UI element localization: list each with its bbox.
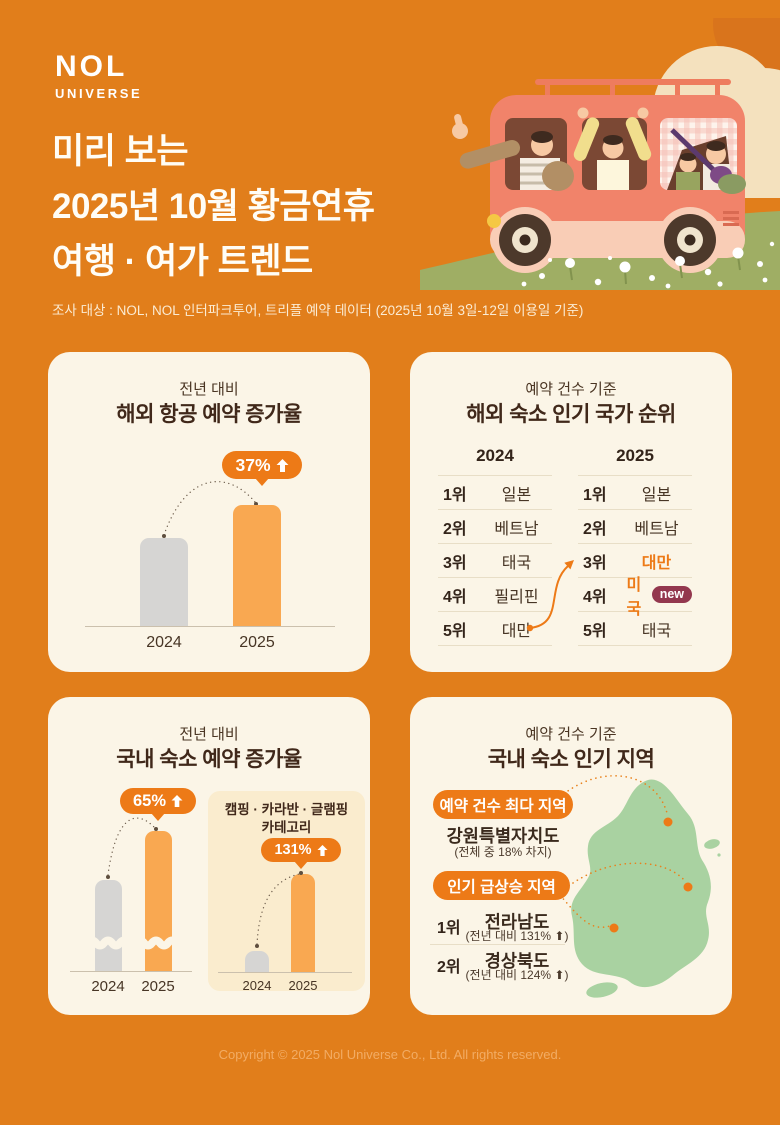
logo-text-universe: UNIVERSE [55, 86, 143, 101]
chart-axis [218, 972, 352, 973]
rank-row: 4위 미국 new [578, 577, 692, 618]
growth-badge: 131% [261, 838, 341, 862]
bar-2024 [95, 880, 122, 971]
bar-2024 [245, 951, 269, 972]
top-region-note: (전체 중 18% 차지) [454, 845, 552, 859]
card-title: 해외 항공 예약 증가율 [116, 403, 302, 426]
rank-row: 5위 태국 [578, 612, 692, 646]
title-line-2: 2025년 10월 황금연휴 [52, 187, 375, 226]
title-line-1: 미리 보는 [52, 132, 189, 171]
chart-axis [85, 626, 335, 627]
card-country-ranking: 예약 건수 기준 해외 숙소 인기 국가 순위 2024 1위 일본 2위 베트… [410, 352, 732, 672]
card-title: 국내 숙소 예약 증가율 [116, 748, 302, 771]
card-eyebrow: 전년 대비 [179, 381, 239, 398]
bar-2024 [140, 538, 188, 626]
rising-note-1: (전년 대비 131% ⬆) [465, 929, 569, 943]
tick-2025: 2025 [288, 978, 318, 993]
growth-badge-value: 37% [235, 454, 271, 475]
rank-row: 2위 베트남 [578, 510, 692, 544]
chart-axis [70, 971, 192, 972]
tick-2025: 2025 [239, 634, 275, 651]
tick-2024: 2024 [91, 978, 125, 995]
growth-badge: 65% [120, 788, 196, 814]
camper-van [452, 79, 746, 273]
rank-row: 4위 필리핀 [438, 578, 552, 612]
up-arrow-icon [171, 795, 183, 807]
card-eyebrow: 전년 대비 [179, 726, 239, 743]
ranking-column-2024: 2024 1위 일본 2위 베트남 3위 태국 4위 필리핀 5위 대만 [438, 446, 552, 646]
bar-2025 [233, 505, 281, 626]
rank-row: 5위 대만 [438, 612, 552, 646]
rank-row: 2위 베트남 [438, 510, 552, 544]
rank-row: 3위 대만 [578, 544, 692, 578]
sub-panel-title: 캠핑 · 카라반 · 글램핑 카테고리 [224, 802, 349, 835]
van-illustration [420, 18, 780, 290]
year-header: 2025 [578, 446, 692, 476]
survey-source-note: 조사 대상 : NOL, NOL 인터파크투어, 트리플 예약 데이터 (202… [52, 303, 584, 318]
card-popular-regions: 예약 건수 기준 국내 숙소 인기 지역 예약 건수 최다 지역 강원특별자치도… [410, 697, 732, 1015]
card-overseas-flight-growth: 전년 대비 해외 항공 예약 증가율 37% 2024 2025 [48, 352, 370, 672]
bar-2025 [291, 874, 315, 972]
page-title: 미리 보는 2025년 10월 황금연휴 여행 · 여가 트렌드 [52, 124, 375, 289]
card-eyebrow: 예약 건수 기준 [525, 726, 617, 743]
growth-badge-value: 65% [132, 791, 167, 810]
top-region-name: 강원특별자치도 [446, 826, 560, 846]
up-arrow-icon [276, 458, 288, 472]
island-jeju [586, 982, 618, 998]
top-region-badge: 예약 건수 최다 지역 [433, 790, 573, 819]
tick-2025: 2025 [141, 978, 175, 995]
nol-universe-logo: NOL UNIVERSE [55, 50, 143, 102]
rising-name-1: 전라남도 [484, 912, 550, 932]
korea-map [571, 779, 721, 998]
copyright-text: Copyright © 2025 Nol Universe Co., Ltd. … [218, 1047, 562, 1062]
logo-text-nol: NOL [55, 50, 128, 83]
growth-badge: 37% [222, 451, 302, 479]
card-title: 해외 숙소 인기 국가 순위 [466, 403, 676, 426]
card-domestic-growth: 전년 대비 국내 숙소 예약 증가율 2024 2025 65% 캠핑 · 카라… [48, 697, 370, 1015]
new-badge: new [651, 585, 692, 604]
rising-note-2: (전년 대비 124% ⬆) [465, 968, 569, 982]
rising-rank-2: 2위 [437, 959, 461, 976]
rank-row: 1위 일본 [438, 476, 552, 510]
rank-row: 3위 태국 [438, 544, 552, 578]
growth-badge-value: 131% [274, 842, 312, 858]
card-title: 국내 숙소 인기 지역 [487, 748, 655, 771]
daisy-flowers [521, 241, 775, 289]
rising-region-badge: 인기 급상승 지역 [433, 871, 570, 900]
divider [430, 944, 565, 945]
year-header: 2024 [438, 446, 552, 476]
up-arrow-icon [317, 844, 328, 856]
rank-row: 1위 일본 [578, 476, 692, 510]
rising-rank-1: 1위 [437, 920, 461, 937]
ranking-column-2025: 2025 1위 일본 2위 베트남 3위 대만 4위 미국 new 5 [578, 446, 692, 646]
island-ulleungdo [704, 839, 720, 849]
tick-2024: 2024 [242, 978, 272, 993]
rising-name-2: 경상북도 [484, 951, 550, 971]
title-line-3: 여행 · 여가 트렌드 [52, 242, 313, 281]
new-country: 미국 [626, 576, 642, 618]
bar-2025 [145, 831, 172, 971]
tick-2024: 2024 [146, 634, 182, 651]
camping-sub-panel: 캠핑 · 카라반 · 글램핑 카테고리 2024 2025 [208, 791, 365, 993]
card-eyebrow: 예약 건수 기준 [525, 381, 617, 398]
